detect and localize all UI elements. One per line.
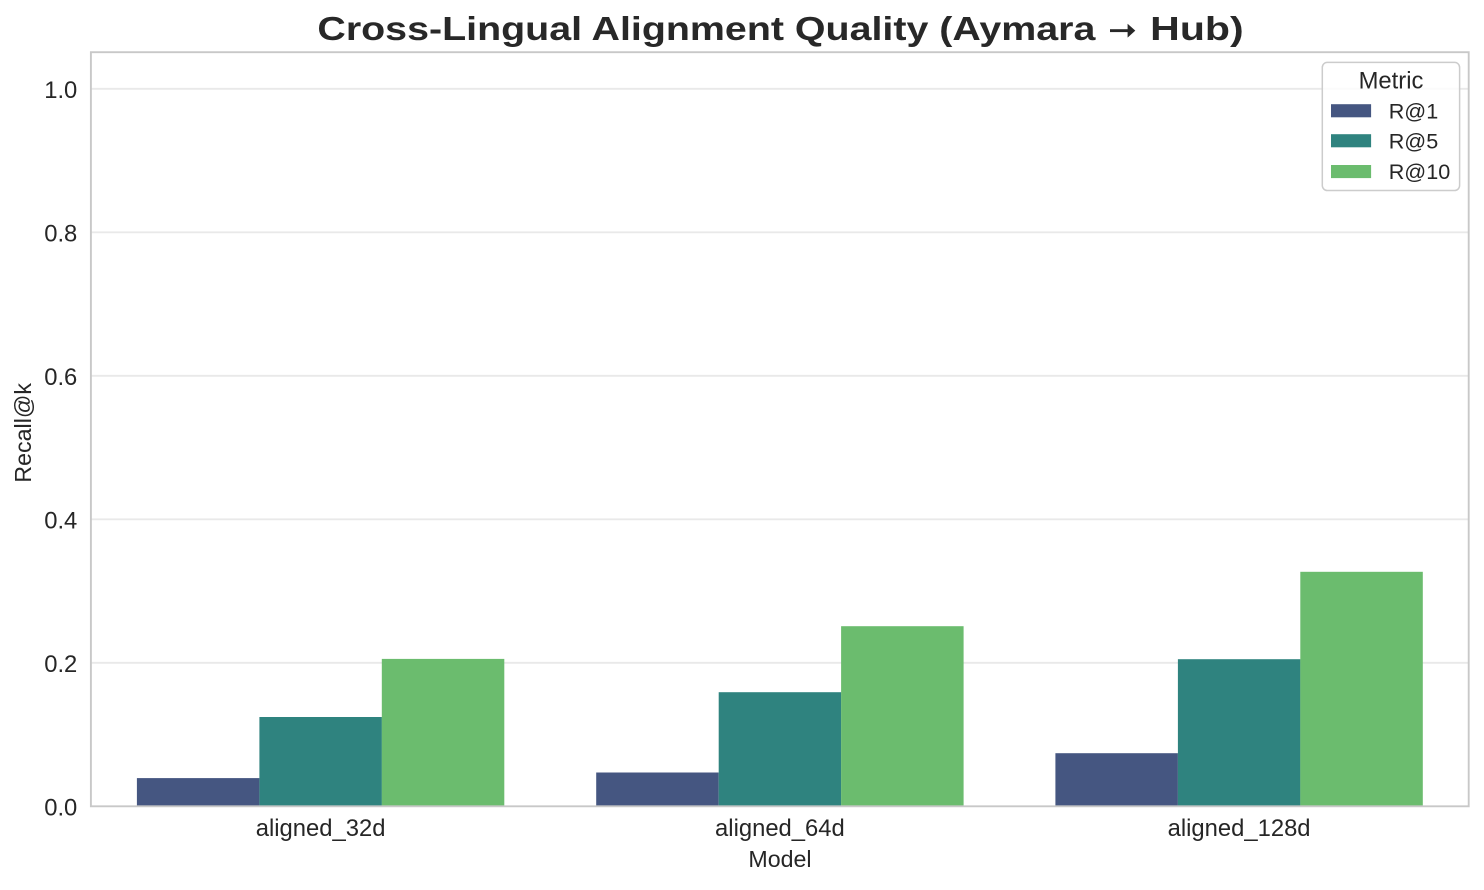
svg-text:Model: Model [748, 846, 811, 872]
svg-text:Metric: Metric [1359, 67, 1424, 94]
svg-text:Cross-Lingual Alignment Qualit: Cross-Lingual Alignment Quality (Aymara [317, 11, 1095, 48]
svg-text:R@10: R@10 [1389, 159, 1451, 184]
svg-text:0.6: 0.6 [44, 364, 77, 391]
svg-text:1.0: 1.0 [44, 77, 77, 104]
svg-text:aligned_64d: aligned_64d [715, 815, 845, 842]
svg-text:0.0: 0.0 [44, 795, 77, 822]
svg-text:0.2: 0.2 [44, 651, 77, 678]
svg-text:Recall@k: Recall@k [10, 383, 36, 483]
svg-text:Hub): Hub) [1150, 11, 1244, 48]
svg-text:R@1: R@1 [1389, 98, 1439, 123]
svg-text:aligned_32d: aligned_32d [256, 815, 386, 842]
svg-text:aligned_128d: aligned_128d [1168, 815, 1311, 842]
svg-text:0.8: 0.8 [44, 221, 77, 248]
svg-text:0.4: 0.4 [44, 508, 77, 535]
svg-text:R@5: R@5 [1389, 129, 1439, 154]
